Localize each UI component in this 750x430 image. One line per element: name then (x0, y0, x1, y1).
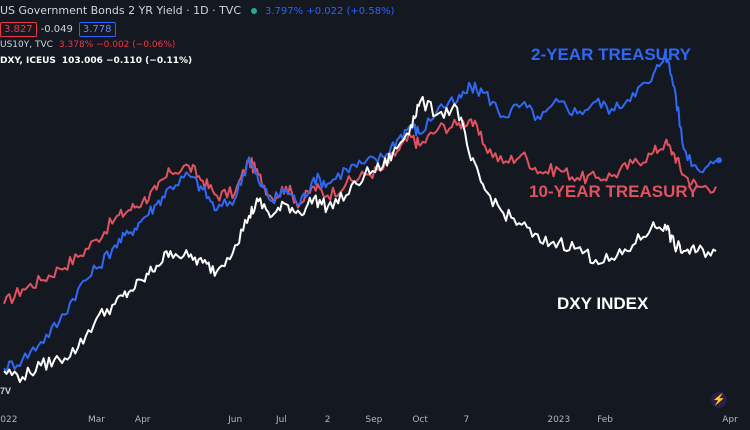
legend-title-change: 3.797% +0.022 (+0.58%) (265, 6, 395, 17)
x-tick-label: Jun (227, 415, 242, 425)
x-tick-label: 2023 (547, 415, 570, 425)
legend-us10y-row[interactable]: US10Y, TVC 3.378% −0.002 (−0.06%) (0, 40, 175, 50)
x-tick-label: 2 (325, 415, 331, 425)
legend-price-row: 3.827 -0.049 3.778 (0, 22, 120, 37)
series-lines (3, 50, 722, 383)
us10y-change: 3.378% −0.002 (−0.06%) (58, 40, 176, 50)
x-tick-label: Mar (88, 415, 105, 425)
x-tick-label: Oct (412, 415, 428, 425)
legend-title-row: US Government Bonds 2 YR Yield · 1D · TV… (0, 4, 394, 17)
annotation-10-year-treasury: 10-YEAR TREASURY (529, 182, 699, 201)
status-dot-icon (251, 7, 258, 14)
tradingview-logo: 7V (0, 386, 12, 396)
lightning-icon[interactable]: ⚡ (711, 392, 727, 408)
dxy-symbol: DXY, ICEUS (0, 56, 56, 66)
bid-price-box[interactable]: 3.827 (0, 22, 37, 37)
x-tick-label: Jul (275, 415, 287, 425)
x-tick-label: 2022 (0, 415, 17, 425)
series-line-2-year-treasury[interactable] (3, 50, 717, 373)
legend-dxy-row[interactable]: DXY, ICEUS 103.006 −0.110 (−0.11%) (0, 56, 192, 66)
x-tick-label: 7 (463, 415, 469, 425)
annotation-dxy-index: DXY INDEX (557, 294, 649, 313)
x-tick-label: Apr (135, 415, 151, 425)
series-line-10-year-treasury[interactable] (3, 118, 717, 305)
us10y-symbol: US10Y, TVC (0, 40, 53, 50)
annotation-2-year-treasury: 2-YEAR TREASURY (531, 45, 692, 64)
series-annotations: 2-YEAR TREASURY 10-YEAR TREASURY DXY INDEX (529, 45, 699, 313)
x-tick-label: Apr (722, 415, 738, 425)
ask-price-box[interactable]: 3.778 (78, 22, 116, 37)
dxy-change: 103.006 −0.110 (−0.11%) (61, 56, 193, 66)
series-line-dxy-index[interactable] (3, 95, 717, 383)
time-axis[interactable]: 2022 Mar Apr Jun Jul 2 Sep Oct 7 2023 Feb Apr (0, 415, 738, 425)
legend-title[interactable]: US Government Bonds 2 YR Yield · 1D · TV… (0, 4, 242, 17)
x-tick-label: Feb (597, 415, 613, 425)
spread-value: -0.049 (40, 24, 73, 35)
last-value-dot (716, 157, 722, 164)
x-tick-label: Sep (365, 415, 382, 425)
